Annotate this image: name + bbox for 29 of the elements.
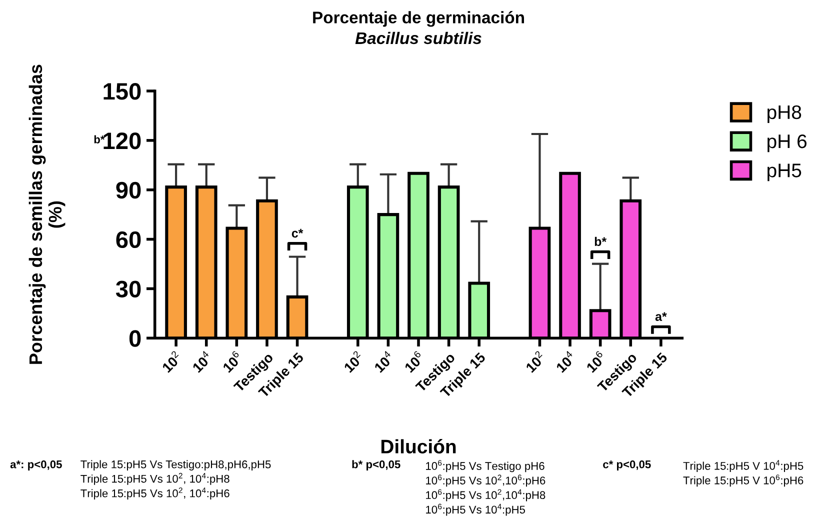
text: b* p<0,05 (352, 460, 400, 470)
text: Triple 15:pH5 V 10$^{4}$:pH5 Triple 15:pH5 V 10$^{6}$:pH6 (683, 460, 804, 487)
text: c* p<0,05 (603, 460, 651, 470)
y-tick-label: 90 (116, 182, 141, 199)
text: 10$^{6}$:pH5 Vs Testigo pH6 10$^{6}$:pH5 Vs 10$^{2}$,10$^{6}$:pH6 10$^{6}$:pH5 Vs 10$^{2}$,10$^{4}$:pH8 10$^{6}$:pH5 Vs 10$^{4}$:pH5 (426, 460, 546, 516)
x-tick-label: 10$^{2}$ (342, 350, 364, 373)
legend-label: pH5 (768, 164, 802, 182)
text: a*: p<0,05 (10, 460, 62, 470)
chart-title: Porcentaje de germinación (313, 11, 524, 27)
x-tick-label: 10$^{2}$ (160, 350, 183, 373)
y-axis-title: Porcentaje de semillas germinadas (%) (28, 64, 66, 364)
annotation: b* (594, 236, 607, 246)
y-tick-label: 60 (116, 231, 141, 248)
x-tick-label: 10$^{4}$ (190, 350, 214, 373)
annotation: a* (655, 312, 667, 321)
legend-label: pH 6 (768, 134, 807, 152)
annotation: c* (292, 228, 304, 238)
y-tick-label: 0 (129, 330, 141, 347)
x-tick-label: 10$^{4}$ (554, 350, 577, 373)
text: b* (94, 135, 105, 144)
legend-label: pH8 (768, 105, 802, 123)
x-tick-label: 10$^{2}$ (524, 350, 546, 373)
y-tick-label: 30 (116, 280, 141, 298)
x-tick-label: 10$^{4}$ (372, 350, 395, 373)
y-tick-label: 120 (104, 132, 141, 150)
chart-subtitle: Bacillus subtilis (355, 32, 482, 44)
text: Triple 15:pH5 Vs Testigo:pH8,pH6,pH5 Triple 15:pH5 Vs 10$^{2}$, 10$^{4}$:pH8 Triple 15:pH5 Vs 10$^{2}$, 10$^{4}$:pH6 (80, 460, 271, 500)
y-tick-label: 150 (104, 83, 141, 100)
x-axis-title: Dilución (381, 439, 456, 454)
